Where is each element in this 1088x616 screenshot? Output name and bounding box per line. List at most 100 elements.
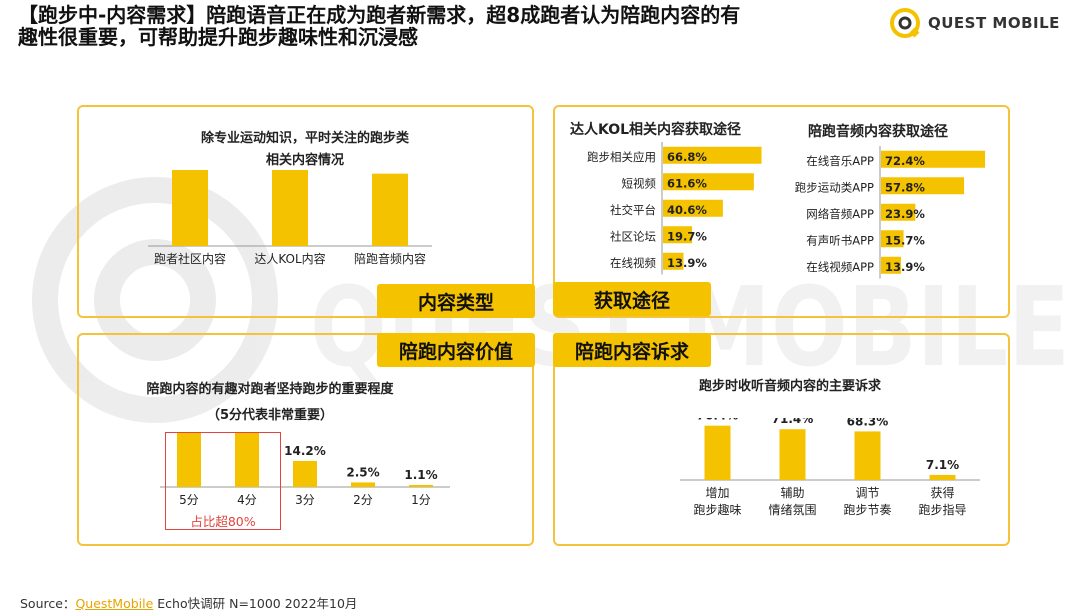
- category-label: 在线视频: [610, 256, 656, 270]
- source-footer: Source：QuestMobile Echo快调研 N=1000 2022年1…: [20, 593, 357, 612]
- category-label: 短视频: [622, 176, 657, 190]
- chart-title-line2: （5分代表非常重要）: [206, 408, 334, 423]
- data-label: 13.9%: [885, 260, 925, 274]
- chart-title-line1: 除专业运动知识，平时关注的跑步类: [200, 131, 409, 146]
- data-label: 72.4%: [885, 154, 925, 168]
- bar: [881, 256, 901, 274]
- category-label: 调节: [855, 486, 879, 500]
- chart-title-content-type: 除专业运动知识，平时关注的跑步类 相关内容情况: [100, 128, 510, 172]
- chart-title-kol-channels: 达人KOL相关内容获取途径: [570, 122, 742, 138]
- bar: [177, 432, 201, 487]
- data-label: 45.7%: [369, 170, 411, 171]
- source-label: Source：: [20, 596, 76, 611]
- panel-channels: [553, 105, 1010, 318]
- bar: [881, 203, 916, 221]
- chart-content-type: 51.5%跑者社区内容49.1%达人KOL内容45.7%陪跑音频内容: [148, 170, 432, 266]
- category-label: 增加: [705, 486, 729, 500]
- category-label: 4分: [237, 493, 257, 507]
- quest-mobile-logo-icon: [890, 8, 920, 38]
- category-label: 情绪氛围: [768, 503, 816, 517]
- tag-appeal: 陪跑内容诉求: [553, 333, 711, 367]
- category-label: 跑步趣味: [693, 502, 741, 517]
- bar: [663, 226, 693, 244]
- bar: [351, 482, 375, 487]
- page-title-line2: 趣性很重要，可帮助提升跑步趣味性和沉浸感: [18, 25, 418, 49]
- bar: [235, 432, 259, 487]
- bar: [663, 146, 762, 164]
- chart-title-audio-channels: 陪跑音频内容获取途径: [808, 124, 948, 140]
- bar: [663, 173, 754, 191]
- category-label: 在线音乐APP: [806, 154, 874, 168]
- category-label: 有声听书APP: [806, 233, 874, 247]
- category-label: 3分: [295, 493, 315, 507]
- panel-content-type: [77, 105, 534, 318]
- category-label: 跑步运动类APP: [795, 180, 874, 194]
- highlight-box: [165, 432, 281, 530]
- category-label: 跑步节奏: [843, 503, 891, 517]
- category-label: 社交平台: [610, 203, 656, 217]
- tag-value: 陪跑内容价值: [377, 333, 535, 367]
- data-label: 61.6%: [667, 176, 707, 190]
- data-label: 68.3%: [847, 418, 889, 428]
- tag-channel: 获取途径: [553, 282, 711, 316]
- panel-value: [77, 333, 534, 546]
- data-label: 66.8%: [667, 150, 707, 164]
- category-label: 获得: [930, 485, 954, 500]
- bar: [272, 170, 308, 246]
- bar: [854, 431, 881, 480]
- bar: [929, 474, 956, 480]
- chart-audio-channels: 在线音乐APP 72.4% 跑步运动类APP 57.8% 网络音频APP 23.9% 有声听…: [795, 146, 986, 279]
- category-label: 跑步相关应用: [587, 150, 656, 164]
- data-label: 19.7%: [667, 229, 707, 243]
- bar: [172, 170, 208, 246]
- data-label: 57.8%: [885, 180, 925, 194]
- category-label: 在线视频APP: [806, 260, 874, 274]
- category-label: 跑步指导: [918, 502, 966, 517]
- data-label: 23.9%: [885, 207, 925, 221]
- bar: [704, 425, 731, 480]
- bar: [663, 252, 684, 270]
- page-title: 【跑步中-内容需求】陪跑语音正在成为跑者新需求，超8成跑者认为陪跑内容的有 趣性…: [18, 4, 878, 48]
- data-label: 40.6%: [667, 203, 707, 217]
- chart-kol-channels: 跑步相关应用 66.8% 短视频 61.6% 社交平台 40.6% 社区论坛 19.7% 在线视…: [587, 142, 762, 275]
- category-label: 达人KOL内容: [254, 251, 325, 266]
- bar: [293, 460, 317, 487]
- bar: [881, 230, 904, 248]
- category-label: 2分: [353, 493, 373, 507]
- bar: [881, 177, 965, 195]
- chart-title-appeal: 跑步时收听音频内容的主要诉求: [698, 379, 881, 394]
- tag-content-type: 内容类型: [377, 284, 535, 318]
- data-label: 13.9%: [667, 256, 707, 270]
- category-label: 1分: [411, 493, 431, 507]
- logo-text: QUEST MOBILE: [928, 14, 1060, 32]
- data-label: 71.4%: [772, 418, 814, 426]
- source-detail: Echo快调研 N=1000 2022年10月: [153, 596, 358, 611]
- source-brand-link[interactable]: QuestMobile: [75, 596, 154, 611]
- chart-title-line2: 相关内容情况: [265, 153, 344, 168]
- data-label: 14.2%: [284, 444, 326, 458]
- bar: [881, 150, 986, 168]
- data-label: 76.4%: [697, 418, 739, 423]
- panel-appeal: [553, 333, 1010, 546]
- highlight-annotation: 占比超80%: [190, 514, 256, 529]
- category-label: 社区论坛: [610, 229, 656, 243]
- data-label: 1.1%: [404, 468, 437, 482]
- data-label: 2.5%: [346, 465, 379, 479]
- data-label: 15.7%: [885, 233, 925, 247]
- bar: [372, 173, 408, 246]
- chart-title-line1: 陪跑内容的有趣对跑者坚持跑步的重要程度: [146, 382, 394, 397]
- data-label: 7.1%: [926, 458, 959, 472]
- category-label: 5分: [179, 493, 199, 507]
- bar: [663, 199, 723, 217]
- bar: [409, 484, 433, 487]
- category-label: 陪跑音频内容: [354, 251, 426, 266]
- category-label: 网络音频APP: [806, 207, 874, 221]
- category-label: 辅助: [780, 486, 804, 500]
- brand-logo: QUEST MOBILE: [888, 6, 1060, 40]
- bar: [779, 429, 806, 480]
- page-title-line1: 【跑步中-内容需求】陪跑语音正在成为跑者新需求，超8成跑者认为陪跑内容的有: [18, 3, 741, 27]
- category-label: 跑者社区内容: [154, 251, 226, 266]
- chart-title-importance: 陪跑内容的有趣对跑者坚持跑步的重要程度 （5分代表非常重要）: [100, 377, 440, 429]
